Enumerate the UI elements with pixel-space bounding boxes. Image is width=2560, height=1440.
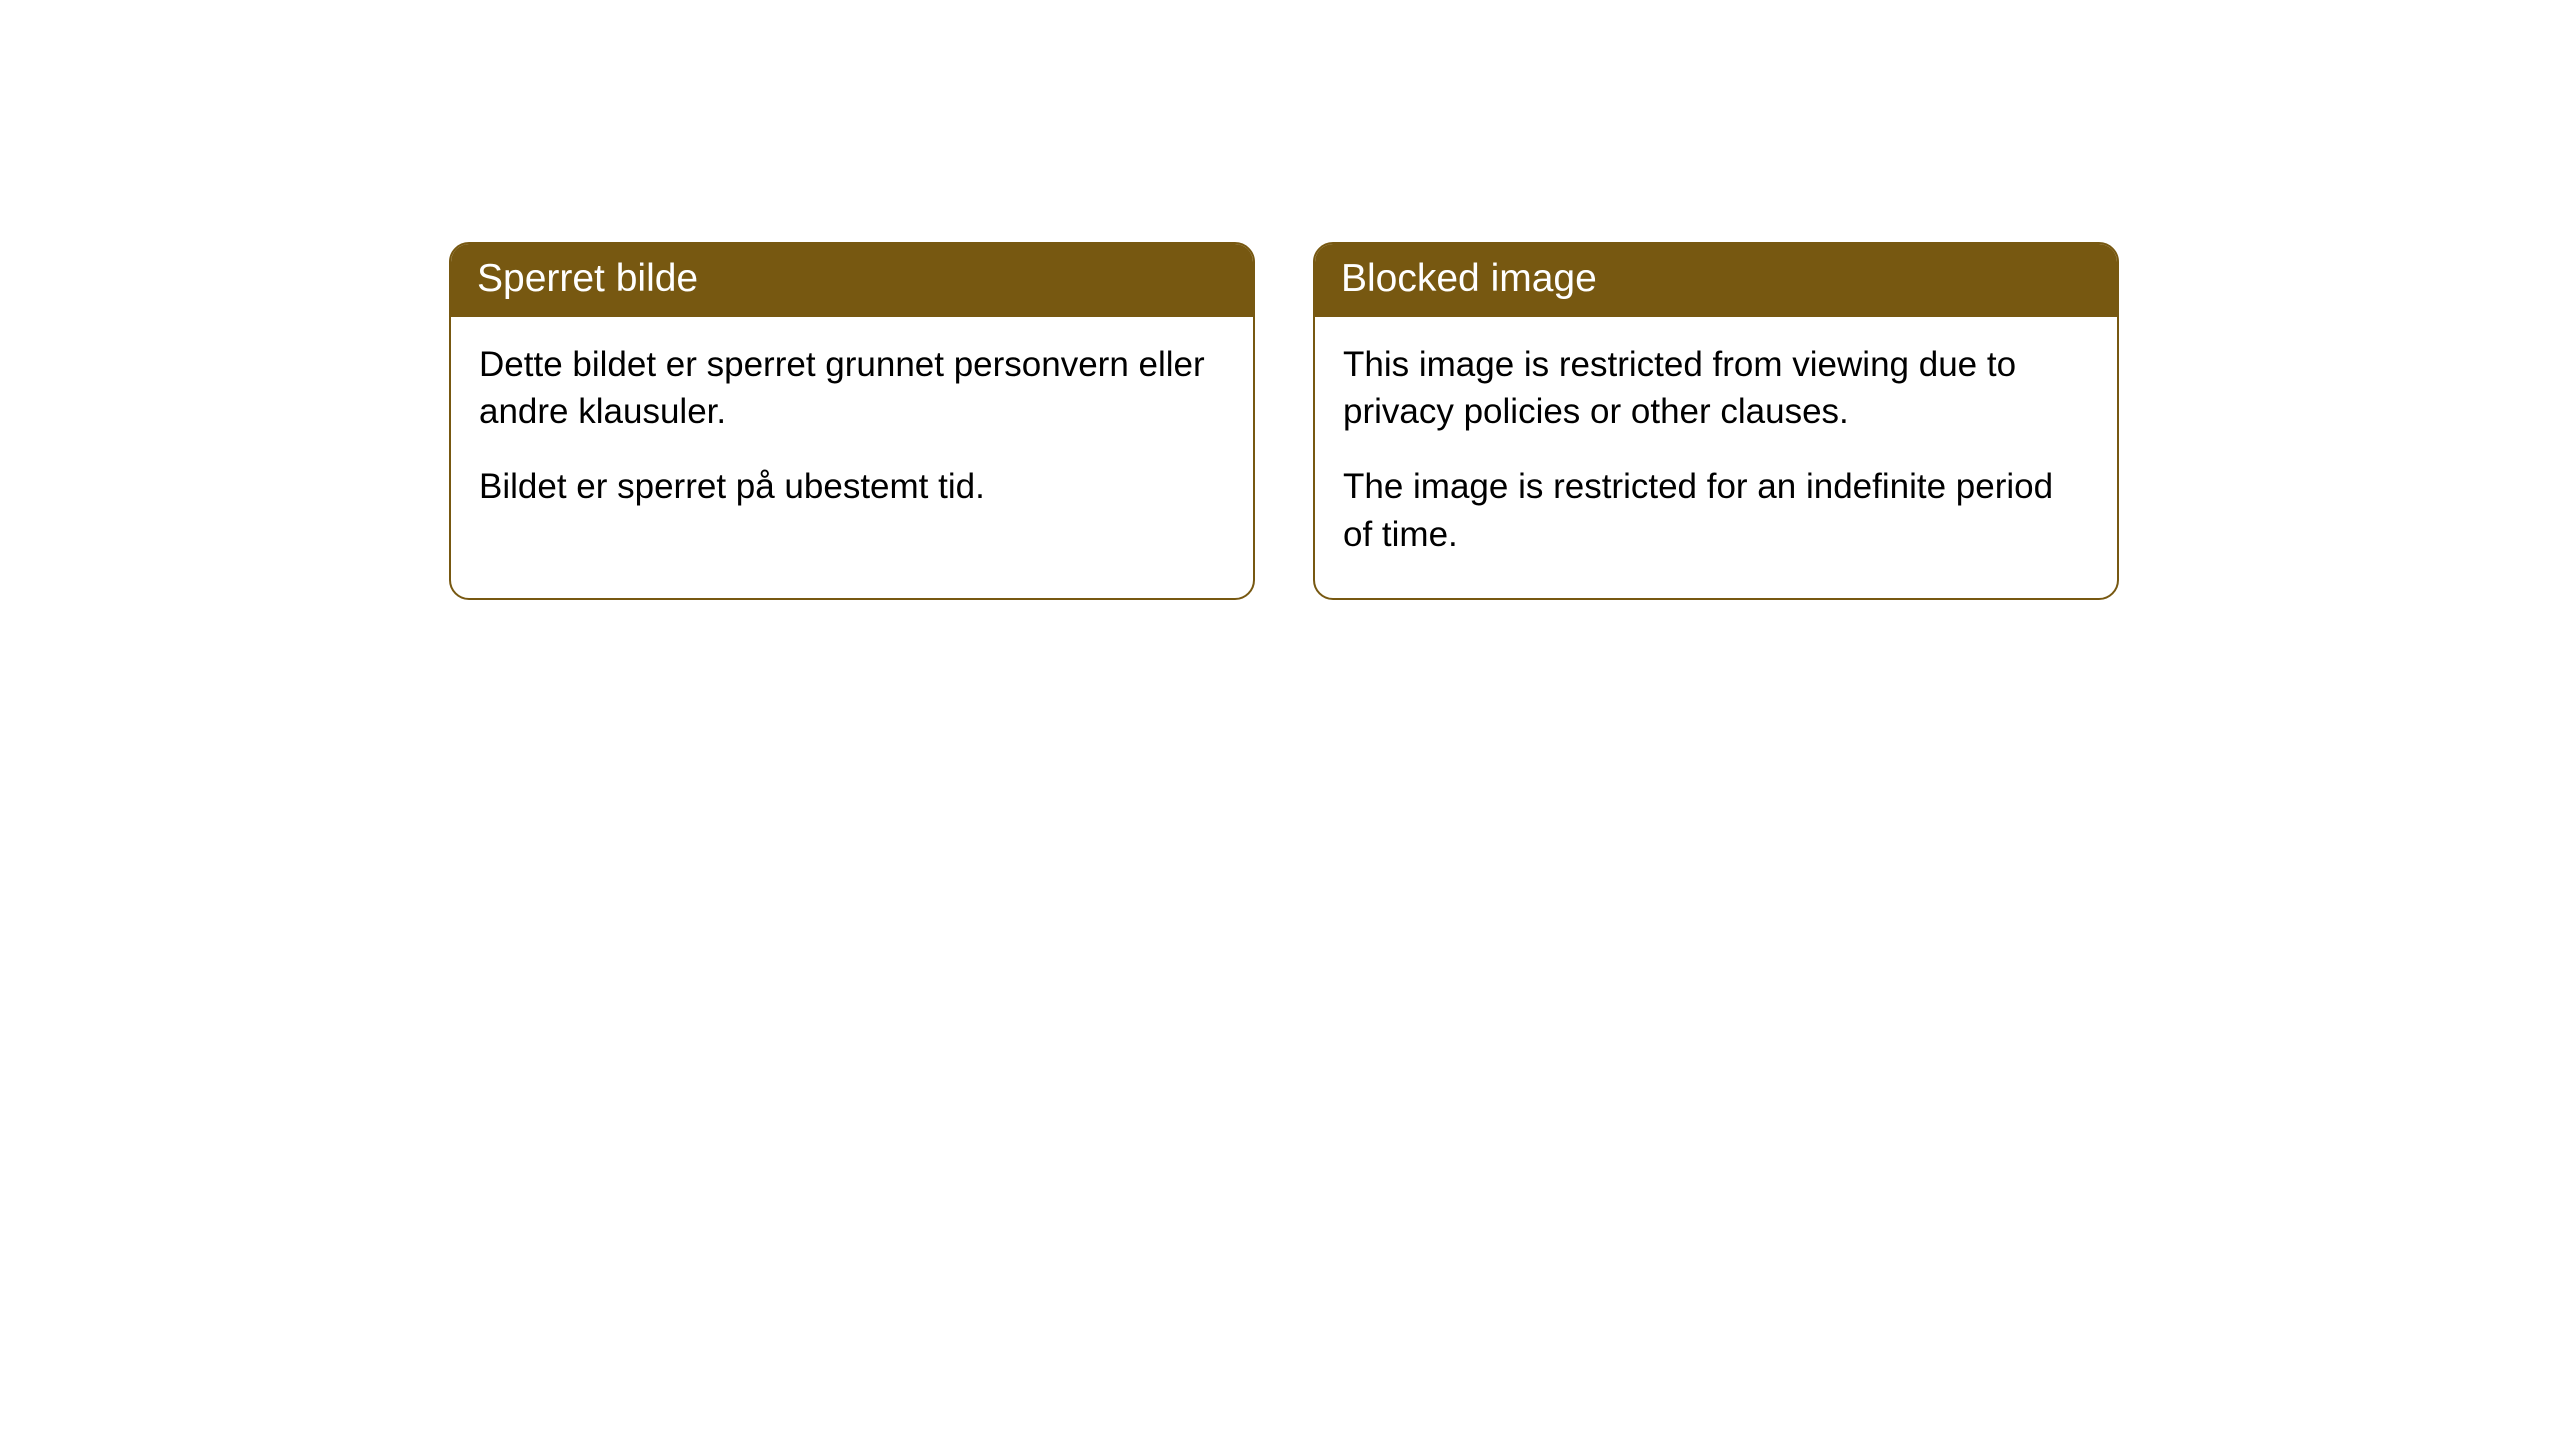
card-title: Blocked image [1341, 257, 1597, 300]
notice-card-english: Blocked image This image is restricted f… [1313, 242, 2119, 600]
notice-card-norwegian: Sperret bilde Dette bildet er sperret gr… [449, 242, 1255, 600]
card-paragraph-1: Dette bildet er sperret grunnet personve… [479, 341, 1225, 436]
card-paragraph-2: Bildet er sperret på ubestemt tid. [479, 463, 1225, 510]
card-body: This image is restricted from viewing du… [1315, 317, 2117, 598]
notice-cards-container: Sperret bilde Dette bildet er sperret gr… [449, 242, 2560, 600]
card-paragraph-1: This image is restricted from viewing du… [1343, 341, 2089, 436]
card-paragraph-2: The image is restricted for an indefinit… [1343, 463, 2089, 558]
card-title: Sperret bilde [477, 257, 698, 300]
card-header: Blocked image [1315, 244, 2117, 317]
card-body: Dette bildet er sperret grunnet personve… [451, 317, 1253, 551]
card-header: Sperret bilde [451, 244, 1253, 317]
